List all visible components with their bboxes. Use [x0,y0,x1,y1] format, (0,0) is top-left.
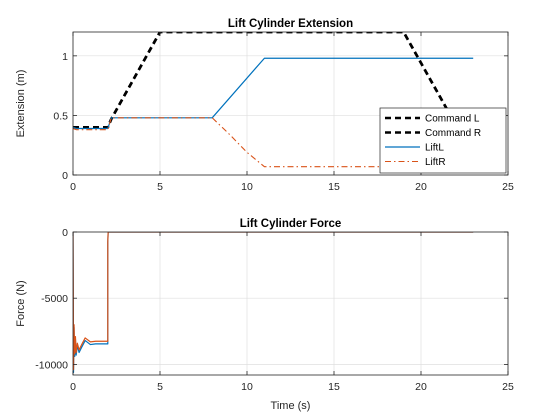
force-series-group [73,232,474,373]
extension-axes-box [72,31,509,176]
extension-series-group [73,32,474,168]
force-axes: 0 5 10 15 20 25 -10000 -5000 0 Lift Cylinder For… [15,218,514,412]
extension-ticks: 0 5 10 15 20 25 0 0.5 1 [53,32,514,193]
extension-x-tick-label: 5 [157,181,163,193]
force-y-tick-label: 0 [62,227,68,239]
force-x-tick-label: 0 [70,381,76,393]
legend-entry-label: LiftR [425,157,446,168]
force-line-series-1 [73,232,474,371]
force-y-axis-label: Force (N) [15,280,27,326]
extension-line-command-r [73,32,449,129]
force-plot-area [73,232,508,375]
extension-y-tick-label: 1 [62,51,68,63]
force-y-tick-label: -5000 [41,293,68,305]
extension-y-tick-label: 0 [62,170,68,182]
force-y-tick-label: -10000 [35,359,68,371]
extension-x-tick-label: 15 [328,181,340,193]
force-chart-title: Lift Cylinder Force [240,218,342,230]
force-ticks: 0 5 10 15 20 25 -10000 -5000 0 [35,227,514,393]
force-x-tick-label: 25 [502,381,514,393]
force-x-axis-label: Time (s) [271,400,311,412]
force-x-tick-label: 5 [157,381,163,393]
extension-legend: Command L Command R LiftL LiftR [379,107,507,174]
force-x-tick-label: 15 [328,381,340,393]
extension-chart-title: Lift Cylinder Extension [228,18,353,30]
extension-y-axis-label: Extension (m) [15,70,27,138]
extension-x-tick-label: 10 [241,181,253,193]
extension-line-liftl [73,57,474,130]
extension-y-tick-label: 0.5 [53,110,68,122]
legend-entry-label: Command R [425,128,481,139]
force-axes-box [72,231,509,376]
legend-entry-label: Command L [425,114,480,125]
extension-x-tick-label: 20 [415,181,427,193]
force-x-tick-label: 20 [415,381,427,393]
extension-line-liftr [73,117,474,168]
extension-x-tick-label: 25 [502,181,514,193]
legend-entry-label: LiftL [425,143,444,154]
force-x-tick-label: 10 [241,381,253,393]
extension-x-tick-label: 0 [70,181,76,193]
